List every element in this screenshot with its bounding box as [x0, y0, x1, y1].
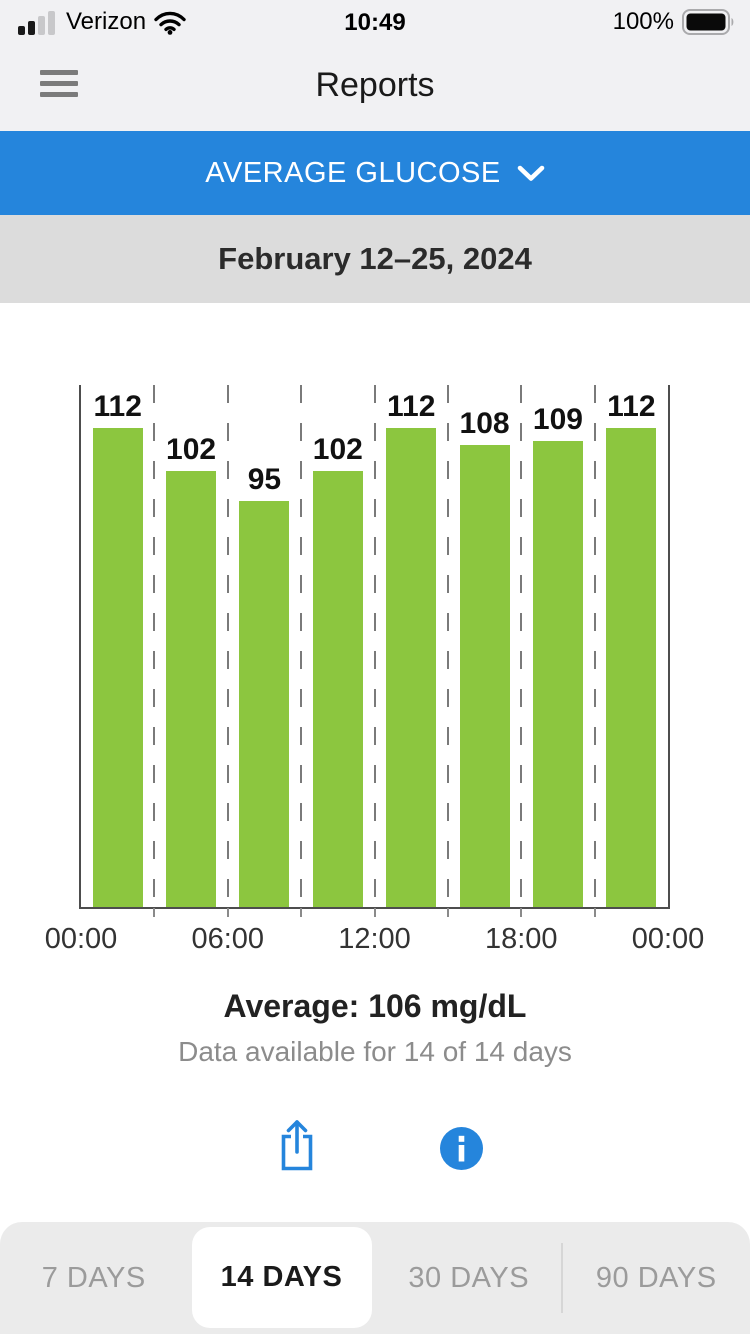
- x-axis-label: 12:00: [338, 923, 411, 955]
- bar-value-label: 112: [386, 389, 436, 423]
- metric-selector-label: AVERAGE GLUCOSE: [205, 156, 501, 189]
- metric-selector-button[interactable]: AVERAGE GLUCOSE: [0, 131, 750, 215]
- header: Reports: [0, 44, 750, 131]
- status-time: 10:49: [344, 9, 406, 36]
- menu-button[interactable]: [40, 70, 78, 97]
- tab-7-days[interactable]: 7 DAYS: [0, 1222, 188, 1334]
- x-axis-label: 00:00: [631, 923, 705, 955]
- battery-icon: [682, 9, 734, 35]
- status-bar: Verizon 10:49 100%: [0, 0, 750, 44]
- gridline: [300, 385, 303, 907]
- glucose-bar: [239, 500, 290, 907]
- gridline: [373, 385, 376, 907]
- share-button[interactable]: [277, 1118, 317, 1173]
- x-axis-label: 18:00: [484, 923, 558, 955]
- page-title: Reports: [315, 66, 435, 104]
- axis-tick: [520, 908, 523, 917]
- bar-slot: 109: [521, 385, 594, 907]
- gridline: [153, 385, 156, 907]
- chevron-down-icon: [517, 165, 545, 181]
- gridline: [520, 385, 523, 907]
- gridline: [226, 385, 229, 907]
- tab-14-days[interactable]: 14 DAYS: [191, 1227, 372, 1328]
- carrier-label: Verizon: [66, 8, 147, 35]
- bar-value-label: 102: [312, 432, 363, 466]
- bar-slot: 102: [301, 385, 374, 907]
- glucose-bar: [606, 427, 657, 907]
- average-glucose-summary: Average: 106 mg/dL: [223, 988, 527, 1024]
- bar-slot: 112: [375, 385, 448, 907]
- glucose-bar: [92, 427, 143, 907]
- menu-icon: [40, 70, 78, 75]
- axis-tick: [300, 908, 303, 917]
- bar-value-label: 112: [93, 389, 142, 423]
- bar-value-label: 95: [247, 462, 282, 496]
- info-button[interactable]: [440, 1127, 483, 1170]
- glucose-bar: [166, 470, 217, 907]
- gridline: [446, 385, 449, 907]
- bar-slot: 112: [81, 385, 154, 907]
- time-range-segmented-control: 7 DAYS 14 DAYS 30 DAYS 90 DAYS: [0, 1222, 750, 1334]
- glucose-bar: [532, 440, 583, 907]
- share-icon: [281, 1120, 313, 1171]
- glucose-bar: [459, 444, 510, 907]
- wifi-icon: [154, 11, 186, 35]
- glucose-bar: [386, 427, 437, 907]
- cell-signal-icon: [18, 11, 55, 35]
- glucose-bar: [312, 470, 363, 907]
- bar-value-label: 109: [532, 402, 583, 436]
- bar-value-label: 102: [166, 432, 217, 466]
- bar-value-label: 108: [459, 406, 510, 440]
- status-left: Verizon: [18, 8, 186, 36]
- status-right: 100%: [613, 8, 736, 36]
- bar-value-label: 112: [607, 389, 656, 423]
- bar-slot: 102: [154, 385, 227, 907]
- axis-tick: [226, 908, 229, 917]
- axis-tick: [446, 908, 449, 917]
- tab-30-days[interactable]: 30 DAYS: [375, 1222, 563, 1334]
- x-axis-label: 06:00: [191, 923, 265, 955]
- date-range-bar: February 12–25, 2024: [0, 215, 750, 303]
- axis-tick: [593, 908, 596, 917]
- x-axis-label: 00:00: [44, 923, 118, 955]
- date-range-label: February 12–25, 2024: [218, 241, 532, 276]
- bar-slot: 95: [228, 385, 301, 907]
- segment-divider: [561, 1243, 563, 1313]
- top-chrome: Verizon 10:49 100%: [0, 0, 750, 131]
- gridline: [593, 385, 596, 907]
- axis-tick: [153, 908, 156, 917]
- data-availability-note: Data available for 14 of 14 days: [178, 1036, 572, 1067]
- glucose-bar-chart: 112 102 95 102 112 108 109 112: [45, 385, 704, 955]
- info-icon: [440, 1127, 483, 1170]
- battery-percent-label: 100%: [612, 8, 674, 35]
- bar-slot: 108: [448, 385, 521, 907]
- bar-slot: 112: [595, 385, 668, 907]
- axis-tick: [373, 908, 376, 917]
- tab-90-days[interactable]: 90 DAYS: [563, 1222, 750, 1334]
